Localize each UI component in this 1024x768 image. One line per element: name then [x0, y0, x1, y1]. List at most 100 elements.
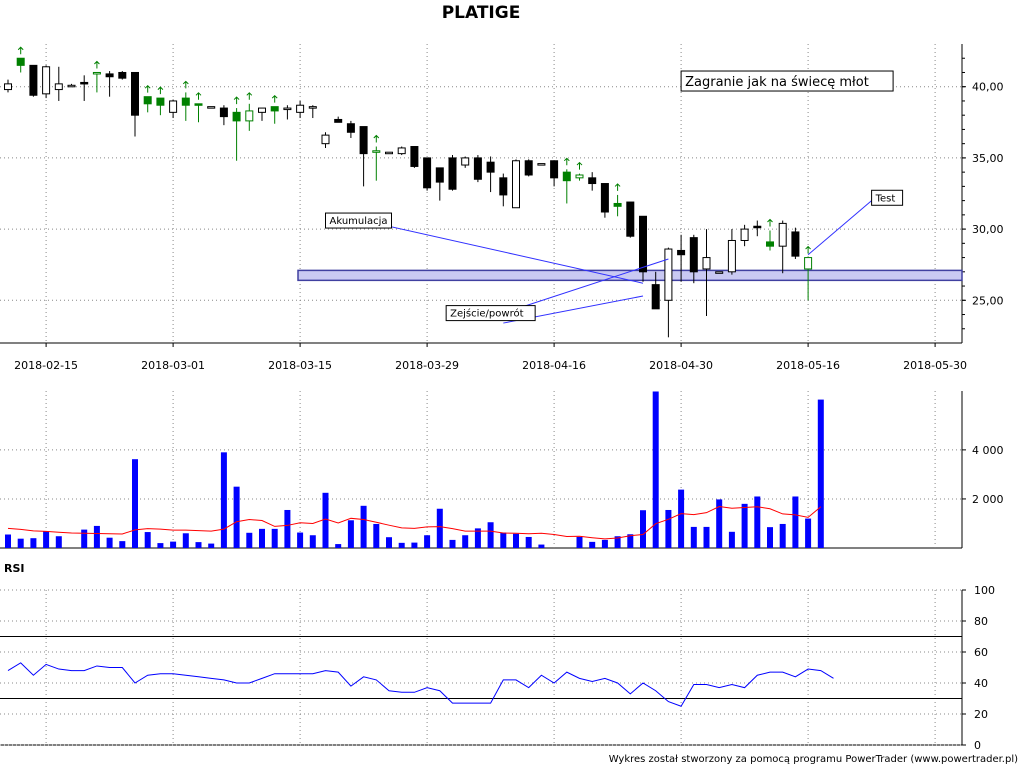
x-tick-label: 2018-04-16: [522, 359, 586, 372]
grid-layer: 2018-02-15 2018-03-01 2018-03-15 2018-03-29…: [0, 44, 1004, 752]
candle-body: [512, 160, 520, 209]
annotation-box: [871, 189, 904, 206]
volume-moving-average-line: [7, 506, 822, 540]
signal-arrow-icon: [144, 84, 151, 93]
volume-bar: [411, 542, 418, 548]
volume-bar: [208, 543, 215, 548]
volume-bar: [525, 536, 532, 548]
x-tick-label: 2018-05-16: [776, 359, 840, 372]
chart-title: PLATIGE: [442, 3, 521, 23]
rsi-y-tick-label: 80: [974, 615, 988, 628]
candle-body: [334, 118, 343, 123]
volume-bar: [43, 531, 50, 548]
volume-bar: [182, 533, 189, 548]
volume-bar: [703, 526, 710, 548]
volume-bar: [30, 538, 37, 548]
signal-arrow-icon: [157, 86, 164, 95]
candle-body: [651, 284, 660, 310]
volume-bar: [627, 534, 634, 548]
volume-bar: [500, 532, 507, 548]
signal-arrow-icon: [563, 157, 570, 166]
candle-body: [169, 100, 178, 113]
candle-body: [80, 81, 89, 85]
candle-body: [626, 201, 635, 237]
signal-arrow-icon: [271, 94, 278, 103]
volume-y-tick-label: 4 000: [972, 444, 1004, 457]
price-y-tick-label: 35,00: [972, 152, 1004, 165]
annotation-label: Zejście/powrót: [450, 308, 523, 320]
volume-bar: [665, 509, 672, 548]
volume-bar: [233, 486, 240, 548]
candle-body: [219, 107, 228, 118]
volume-bar: [474, 528, 481, 548]
volume-bar: [144, 532, 151, 548]
price-y-tick-label: 25,00: [972, 294, 1004, 307]
candle-body: [562, 171, 571, 182]
candle-body: [677, 249, 686, 256]
candle-body: [321, 134, 330, 145]
signal-arrow-icon: [195, 92, 202, 100]
candle-body: [664, 248, 673, 301]
candle-body: [156, 97, 165, 106]
volume-bar: [297, 532, 304, 548]
candle-body: [359, 126, 368, 155]
candle-body: [778, 222, 787, 247]
annotation-label: Test: [875, 193, 896, 204]
candle-body: [207, 106, 216, 109]
price-panel: [4, 46, 963, 338]
candle-body: [740, 228, 749, 241]
annotation-label: Zagranie jak na świecę młot: [685, 75, 869, 90]
rsi-y-tick-label: 100: [974, 584, 995, 597]
footer-credit: Wykres został stworzony za pomocą progra…: [609, 754, 1018, 765]
signal-arrow-icon: [767, 218, 773, 227]
candle-body: [766, 241, 774, 247]
volume-panel: [5, 391, 824, 548]
candle-body: [346, 123, 355, 133]
volume-bar: [347, 520, 354, 548]
volume-bar: [271, 528, 278, 548]
volume-bar: [132, 459, 138, 548]
volume-bar: [309, 535, 316, 548]
rsi-panel: [0, 636, 962, 707]
candle-body: [385, 151, 393, 155]
candle-body: [550, 160, 559, 179]
volume-bar: [589, 541, 596, 548]
candle-body: [4, 83, 12, 91]
signal-arrow-icon: [576, 161, 583, 170]
volume-bar: [462, 535, 469, 548]
volume-bar: [220, 452, 227, 548]
volume-bar: [741, 503, 748, 548]
volume-bar: [436, 508, 443, 548]
rsi-line: [7, 662, 834, 707]
candle-body: [296, 104, 305, 113]
volume-bar: [601, 539, 608, 548]
volume-bar: [716, 499, 723, 548]
volume-bar: [678, 489, 685, 548]
candle-body: [42, 66, 51, 95]
annotation-box: [325, 212, 392, 229]
volume-bar: [398, 542, 405, 548]
volume-bar: [817, 399, 824, 548]
candle-body: [461, 157, 470, 166]
rsi-y-tick-label: 60: [974, 646, 988, 659]
candle-body: [194, 103, 203, 106]
candle-body: [410, 146, 419, 167]
annotation-label: Akumulacja: [330, 216, 388, 227]
candle-body: [131, 71, 139, 116]
x-tick-label: 2018-03-29: [395, 359, 459, 372]
volume-bar: [640, 510, 646, 548]
signal-arrow-icon: [17, 46, 24, 55]
candle-body: [258, 107, 266, 113]
candle-body: [791, 231, 800, 257]
candle-body: [702, 257, 711, 270]
candle-body: [54, 83, 63, 91]
volume-bar: [157, 543, 164, 548]
candle-body: [639, 215, 647, 273]
candle-body: [600, 183, 609, 213]
candle-body: [499, 177, 508, 196]
signal-arrow-icon: [373, 134, 380, 143]
candle-body: [715, 271, 724, 274]
volume-bar: [93, 525, 100, 548]
volume-bar: [690, 526, 697, 548]
